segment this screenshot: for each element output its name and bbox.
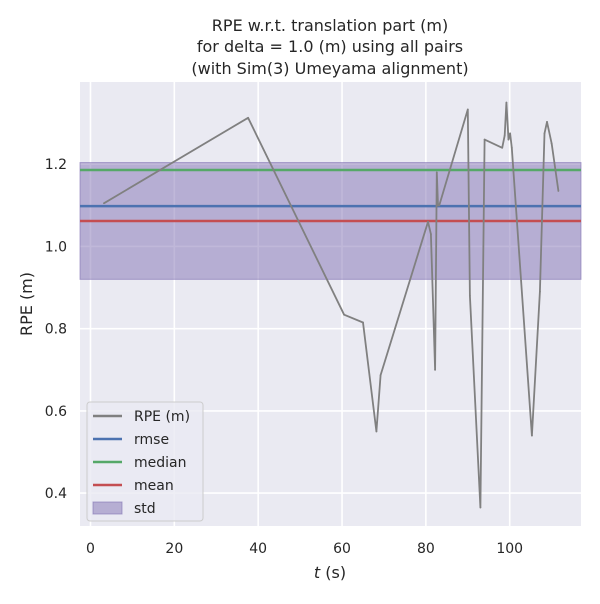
chart-title-line-3: (with Sim(3) Umeyama alignment) [191,59,468,78]
series-layer [102,101,560,509]
rpe-data-point [543,132,546,135]
rpe-data-point [557,190,560,192]
x-tick-label: 100 [496,541,523,557]
x-tick-label: 0 [86,541,95,557]
rpe-data-point [466,108,469,111]
rpe-data-point [483,138,486,141]
y-tick-label: 0.6 [45,404,67,420]
rpe-data-point [437,204,439,207]
y-tick-label: 0.8 [45,322,67,338]
rpe-data-point [438,204,441,207]
legend-label: RPE (m) [134,409,190,425]
legend-label: rmse [134,432,169,448]
chart-title-line-1: RPE w.r.t. translation part (m) [212,16,448,35]
rpe-data-point [247,116,250,119]
legend-label: std [134,501,156,517]
x-tick-label: 60 [333,541,351,557]
x-axis-label: t (s) [314,563,346,582]
y-tick-label: 1.2 [45,157,67,173]
y-tick-label: 0.4 [45,486,67,502]
rpe-data-point [505,101,508,104]
rpe-data-point [501,146,504,149]
rpe-data-point [539,290,541,293]
legend: RPE (m) rmse median mean std [86,401,204,522]
legend-label: median [134,455,186,471]
rpe-data-point [503,134,506,137]
rpe-data-point [531,434,533,437]
rpe-data-point [546,120,548,123]
rpe-data-point [509,132,512,135]
y-tick-label: 1.0 [45,239,67,255]
x-tick-label: 20 [165,541,183,557]
legend-frame [86,401,204,522]
x-tick-label: 80 [417,541,435,557]
y-axis-label: RPE (m) [17,272,36,336]
rpe-data-point [430,233,432,236]
rpe-data-point [479,506,482,509]
stat-lines [80,168,581,223]
rpe-data-point [362,321,364,324]
rpe-data-point [427,220,429,223]
rpe-data-point [434,368,437,371]
rpe-series-line [103,101,560,509]
rpe-data-point [343,313,346,316]
rpe-data-point [550,142,553,145]
rpe-data-point [468,294,471,297]
legend-label: mean [134,478,174,494]
rpe-data-point [379,374,382,377]
rpe-data-point [435,171,438,174]
rpe-data-point [510,146,513,149]
x-tick-label: 40 [249,541,267,557]
rpe-data-point [507,138,510,141]
tick-labels: 0 20 40 60 80 100 0.4 0.6 0.8 1.0 1.2 [45,157,523,557]
chart-title-line-2: for delta = 1.0 (m) using all pairs [197,37,463,56]
rpe-data-point [102,202,105,205]
legend-swatch-std [92,501,123,515]
rpe-data-point [375,430,378,433]
